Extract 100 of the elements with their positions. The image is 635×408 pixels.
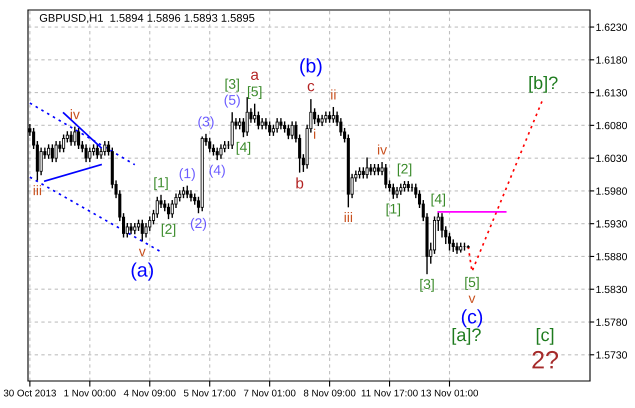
candlestick xyxy=(362,167,365,178)
y-tick-label: 1.6130 xyxy=(596,89,628,96)
candlestick xyxy=(406,181,410,192)
x-tick-label: 4 Nov 09:00 xyxy=(124,390,176,396)
y-tick-label: 1.5830 xyxy=(596,286,628,294)
candlestick xyxy=(140,220,144,242)
candlestick xyxy=(268,121,272,136)
candlestick xyxy=(186,186,189,198)
x-tick-label: 5 Nov 17:00 xyxy=(184,390,236,396)
annotation: [a]? xyxy=(452,328,481,345)
candlestick xyxy=(219,144,222,159)
annotation: iv xyxy=(70,109,80,120)
candlestick xyxy=(455,242,459,254)
annotation: [1] xyxy=(154,177,168,190)
annotation: ii xyxy=(331,89,336,100)
candlestick xyxy=(133,222,136,234)
annotation: a xyxy=(251,72,259,80)
candlestick xyxy=(54,141,58,162)
candlestick xyxy=(88,148,92,162)
candlestick xyxy=(253,104,256,123)
candlestick xyxy=(366,157,369,178)
annotation: (5) xyxy=(224,94,240,108)
candlestick xyxy=(96,144,99,159)
annotation: [3] xyxy=(225,78,239,92)
annotation: i xyxy=(314,128,316,139)
candlestick xyxy=(62,134,66,152)
annotation: [4] xyxy=(236,142,250,155)
y-tick-label: 1.5730 xyxy=(596,351,628,359)
candlestick xyxy=(103,141,106,156)
x-tick-label: 1 Nov 00:00 xyxy=(64,390,116,396)
y-tick-label: 1.5780 xyxy=(596,318,628,326)
candlestick xyxy=(246,97,249,136)
annotation: (b) xyxy=(300,58,322,76)
annotation: [b]? xyxy=(529,76,558,93)
annotation: [3] xyxy=(420,278,434,292)
annotation: [4] xyxy=(432,194,445,207)
candlestick xyxy=(84,144,88,162)
x-tick-label: 11 Nov 17:00 xyxy=(362,390,418,396)
candlestick xyxy=(238,118,242,130)
annotation: iv xyxy=(378,144,388,155)
candlestick xyxy=(358,167,362,178)
candlestick xyxy=(279,118,282,130)
annotation: (1) xyxy=(180,168,195,181)
candlestick xyxy=(166,203,170,220)
annotation: v xyxy=(468,296,476,303)
candlestick xyxy=(396,186,399,198)
candlestick xyxy=(77,128,80,149)
candlestick xyxy=(50,144,54,162)
candlestick xyxy=(47,144,50,159)
candlestick xyxy=(230,112,234,149)
candlestick xyxy=(320,114,324,126)
candlestick xyxy=(399,184,402,195)
candlestick xyxy=(40,148,43,176)
candlestick xyxy=(328,112,332,123)
candlestick xyxy=(73,126,76,146)
annotation: (4) xyxy=(210,164,225,178)
annotation: v xyxy=(138,248,146,256)
candlestick xyxy=(290,121,294,140)
annotation: iii xyxy=(34,185,42,196)
annotation: (c) xyxy=(462,309,482,328)
annotation: 2? xyxy=(532,350,558,368)
candlestick xyxy=(216,148,219,160)
annotation: c xyxy=(308,82,314,92)
candlestick xyxy=(129,222,133,234)
candlestick xyxy=(182,186,186,198)
candlestick xyxy=(324,112,328,123)
annotation: [2] xyxy=(162,224,176,237)
x-tick-label: 7 Nov 01:00 xyxy=(244,390,296,396)
y-tick-label: 1.5980 xyxy=(596,187,628,195)
x-tick-label: 8 Nov 09:00 xyxy=(304,390,356,396)
annotation: b xyxy=(296,177,304,189)
candlestick xyxy=(70,131,73,146)
candlestick xyxy=(332,106,335,123)
annotation: [1] xyxy=(386,203,400,216)
annotation: (a) xyxy=(132,262,153,281)
candlestick xyxy=(136,220,140,231)
candlestick xyxy=(286,124,290,140)
annotation: [5] xyxy=(248,86,262,100)
x-tick-label: 30 Oct 2013 xyxy=(4,390,56,396)
y-tick-label: 1.5930 xyxy=(596,220,628,228)
annotation: (2) xyxy=(190,218,206,231)
candlestick xyxy=(260,118,264,130)
y-tick-label: 1.6230 xyxy=(596,24,628,31)
annotation: [2] xyxy=(398,163,412,176)
candlestick xyxy=(376,164,380,176)
annotation: (3) xyxy=(198,116,214,130)
candlestick xyxy=(373,164,376,176)
candlestick xyxy=(384,164,388,188)
annotation: [c] xyxy=(536,328,554,345)
annotation: iii xyxy=(344,212,352,222)
y-tick-label: 1.5880 xyxy=(596,252,628,260)
y-tick-label: 1.6080 xyxy=(596,122,628,130)
y-tick-label: 1.6180 xyxy=(596,56,628,64)
y-tick-label: 1.6030 xyxy=(596,154,628,162)
candlestick xyxy=(208,138,212,152)
candlestick xyxy=(276,118,279,133)
candlestick xyxy=(392,184,395,199)
candlestick xyxy=(402,181,406,192)
annotation: [5] xyxy=(465,276,479,290)
chart-title: GBPUSD,H1 1.5894 1.5896 1.5893 1.5895 xyxy=(40,14,254,24)
